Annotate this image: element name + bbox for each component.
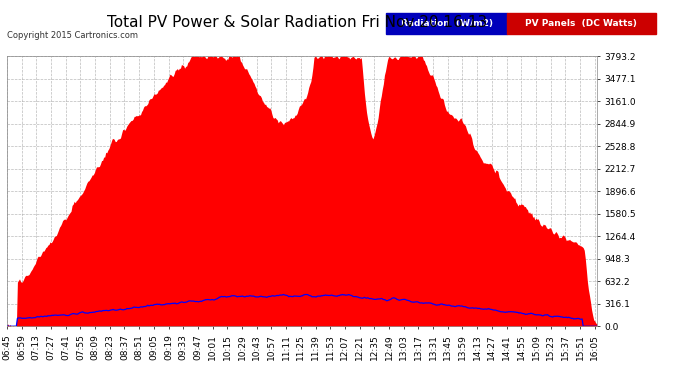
Text: Copyright 2015 Cartronics.com: Copyright 2015 Cartronics.com: [7, 30, 138, 39]
Text: PV Panels  (DC Watts): PV Panels (DC Watts): [525, 19, 638, 28]
Text: Total PV Power & Solar Radiation Fri Nov 20 16:13: Total PV Power & Solar Radiation Fri Nov…: [106, 15, 487, 30]
Bar: [507, 13, 656, 34]
Bar: [386, 13, 507, 34]
Text: Radiation  (W/m2): Radiation (W/m2): [401, 19, 493, 28]
